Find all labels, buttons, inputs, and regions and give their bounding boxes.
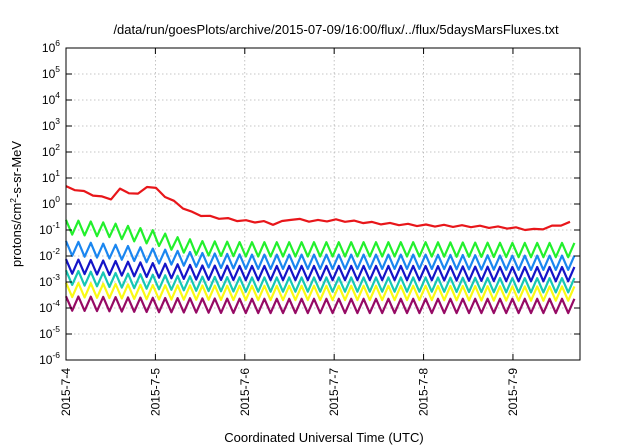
series-line bbox=[64, 281, 576, 302]
y-tick-base: 10 bbox=[42, 171, 56, 185]
y-tick-exponent: -2 bbox=[52, 246, 60, 256]
series-line bbox=[64, 219, 576, 259]
y-tick-exponent: 5 bbox=[55, 64, 60, 74]
y-tick-exponent: 1 bbox=[55, 168, 60, 178]
y-tick-exponent: 2 bbox=[55, 142, 60, 152]
y-tick-base: 10 bbox=[39, 327, 53, 341]
y-tick-label: 101 bbox=[42, 168, 60, 185]
x-tick-label: 2015-7-5 bbox=[148, 368, 162, 416]
y-tick-exponent: 6 bbox=[55, 38, 60, 48]
x-tick-label: 2015-7-7 bbox=[327, 368, 341, 416]
y-tick-base: 10 bbox=[42, 119, 56, 133]
y-axis-label: protons/cm2-s-sr-MeV bbox=[8, 141, 24, 267]
y-tick-label: 102 bbox=[42, 142, 60, 159]
series-layer bbox=[64, 185, 576, 315]
y-tick-label: 10-3 bbox=[39, 272, 60, 289]
y-axis-label-exponent: 2 bbox=[8, 198, 18, 203]
y-tick-label: 100 bbox=[42, 194, 60, 211]
y-tick-exponent: 3 bbox=[55, 116, 60, 126]
y-tick-label: 10-5 bbox=[39, 324, 60, 341]
x-tick-label: 2015-7-9 bbox=[506, 368, 520, 416]
series-line bbox=[65, 185, 571, 232]
y-tick-label: 10-4 bbox=[39, 298, 60, 315]
y-tick-base: 10 bbox=[39, 353, 53, 367]
y-tick-exponent: 4 bbox=[55, 90, 60, 100]
y-tick-exponent: -4 bbox=[52, 298, 60, 308]
grid-lines bbox=[66, 48, 580, 360]
y-tick-exponent: -1 bbox=[52, 220, 60, 230]
y-axis-label-rest: -s-sr-MeV bbox=[9, 141, 24, 198]
y-tick-base: 10 bbox=[39, 301, 53, 315]
series-line bbox=[64, 258, 576, 283]
series-line bbox=[64, 295, 576, 315]
x-tick-label: 2015-7-8 bbox=[417, 368, 431, 416]
y-axis-label-unit: protons/cm bbox=[9, 203, 24, 267]
y-tick-label: 104 bbox=[42, 90, 60, 107]
y-tick-label: 105 bbox=[42, 64, 60, 81]
y-tick-exponent: -3 bbox=[52, 272, 60, 282]
y-tick-base: 10 bbox=[42, 197, 56, 211]
y-tick-label: 10-1 bbox=[39, 220, 60, 237]
y-tick-base: 10 bbox=[42, 41, 56, 55]
y-tick-base: 10 bbox=[39, 275, 53, 289]
x-tick-label: 2015-7-6 bbox=[238, 368, 252, 416]
series-line bbox=[64, 269, 576, 294]
x-axis-label: Coordinated Universal Time (UTC) bbox=[224, 430, 423, 445]
y-tick-base: 10 bbox=[42, 67, 56, 81]
chart-title: /data/run/goesPlots/archive/2015-07-09/1… bbox=[113, 22, 559, 37]
y-tick-exponent: -5 bbox=[52, 324, 60, 334]
y-tick-base: 10 bbox=[39, 249, 53, 263]
y-tick-base: 10 bbox=[42, 145, 56, 159]
series-line bbox=[64, 240, 576, 271]
y-tick-base: 10 bbox=[42, 93, 56, 107]
y-tick-label: 106 bbox=[42, 38, 60, 55]
y-tick-exponent: 0 bbox=[55, 194, 60, 204]
y-tick-exponent: -6 bbox=[52, 350, 60, 360]
y-tick-label: 10-6 bbox=[39, 350, 60, 367]
y-tick-label: 103 bbox=[42, 116, 60, 133]
y-axis-ticks: 10-610-510-410-310-210-11001011021031041… bbox=[39, 38, 580, 367]
x-tick-label: 2015-7-4 bbox=[59, 368, 73, 416]
y-tick-base: 10 bbox=[39, 223, 53, 237]
y-tick-label: 10-2 bbox=[39, 246, 60, 263]
x-axis-ticks: 2015-7-4 2015-7-5 2015-7-6 2015-7-7 2015-7-8… bbox=[59, 48, 520, 416]
